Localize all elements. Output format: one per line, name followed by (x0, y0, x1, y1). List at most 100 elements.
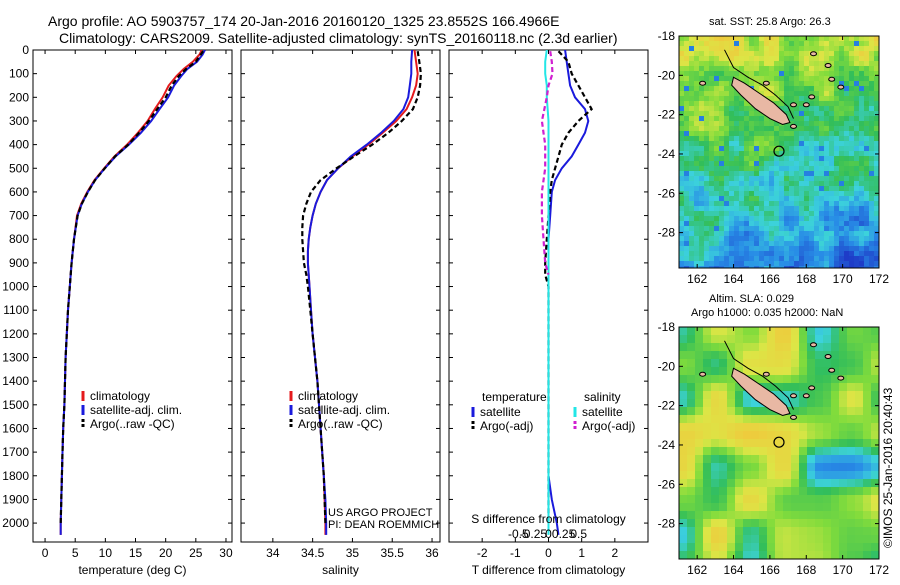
map-cell (819, 206, 825, 212)
map-cell (869, 136, 875, 142)
map-cell (829, 166, 835, 172)
map-cell (744, 211, 750, 217)
map-cell (849, 241, 855, 247)
map-cell (854, 136, 860, 142)
map-cell (804, 221, 810, 227)
map-cell (739, 106, 745, 112)
map-cell (819, 236, 825, 242)
map-cell (743, 431, 752, 440)
map-cell (709, 36, 715, 42)
credit-text: ©IMOS 25-Jan-2016 20:40:43 (881, 387, 895, 548)
map-cell (699, 191, 705, 197)
map-cell (809, 226, 815, 232)
map-cell (744, 216, 750, 222)
map-cell (799, 91, 805, 97)
map-cell (869, 236, 875, 242)
map-cell (791, 487, 800, 496)
map-cell (714, 71, 720, 77)
map-cell (779, 91, 785, 97)
map-cell (847, 343, 856, 352)
map-cell (831, 519, 840, 528)
map-cell (759, 166, 765, 172)
map-cell (854, 261, 860, 267)
map-cell (749, 191, 755, 197)
map-cell (744, 226, 750, 232)
map-cell (689, 136, 695, 142)
map-cell (727, 439, 736, 448)
map-cell (869, 146, 875, 152)
map-cell (869, 216, 875, 222)
map-cell (824, 211, 830, 217)
map-cell (749, 201, 755, 207)
map-cell (775, 383, 784, 392)
map-cell (729, 191, 735, 197)
map-cell (839, 551, 848, 559)
lat-tick-label: -22 (658, 108, 676, 122)
map-cell (859, 236, 865, 242)
map-cell (799, 191, 805, 197)
map-cell (704, 81, 710, 87)
map-cell (727, 455, 736, 464)
map-cell (814, 176, 820, 182)
map-cell (779, 236, 785, 242)
map-cell (794, 51, 800, 57)
map-cell (729, 146, 735, 152)
map-cell (744, 131, 750, 137)
map-cell (744, 256, 750, 262)
map-cell (794, 96, 800, 102)
map-cell (789, 126, 795, 132)
map-cell (869, 191, 875, 197)
map-cell (844, 226, 850, 232)
map-cell (774, 186, 780, 192)
map-cell (769, 126, 775, 132)
map-cell (789, 266, 795, 268)
map-cell (794, 221, 800, 227)
map-cell (709, 186, 715, 192)
map-cell (735, 471, 744, 480)
lon-tick-label: 164 (724, 272, 744, 286)
map-cell (735, 351, 744, 360)
map-cell (824, 96, 830, 102)
map-cell (839, 216, 845, 222)
map-cell (689, 91, 695, 97)
map-cell (759, 51, 765, 57)
map-cell (794, 46, 800, 52)
map-cell (869, 91, 875, 97)
map-cell (874, 161, 879, 167)
map-cell (739, 206, 745, 212)
reef-contour (724, 340, 794, 410)
map-cell (739, 126, 745, 132)
map-cell (834, 86, 840, 92)
map-cell (849, 101, 855, 107)
map-cell (695, 455, 704, 464)
map-cell (764, 241, 770, 247)
map-cell (829, 146, 835, 152)
map-cell (794, 106, 800, 112)
map-cell (749, 56, 755, 62)
map-cell (694, 251, 700, 257)
map-cell (844, 161, 850, 167)
map-cell (823, 383, 832, 392)
map-cell (699, 86, 705, 92)
map-cell (735, 439, 744, 448)
map-cell (689, 96, 695, 102)
map-cell (719, 423, 728, 432)
map-cell (679, 256, 685, 262)
map-cell (754, 86, 760, 92)
map-cell (791, 455, 800, 464)
map-cell (711, 383, 720, 392)
map-cell (769, 161, 775, 167)
map-cell (684, 171, 690, 177)
map-cell (769, 241, 775, 247)
map-cell (794, 56, 800, 62)
map-cell (839, 91, 845, 97)
map-cell (749, 161, 755, 167)
map-cell (819, 241, 825, 247)
map-cell (739, 51, 745, 57)
map-cell (834, 241, 840, 247)
map-cell (824, 146, 830, 152)
map-cell (794, 231, 800, 237)
map-cell (869, 151, 875, 157)
map-cell (839, 407, 848, 416)
map-cell (871, 423, 879, 432)
